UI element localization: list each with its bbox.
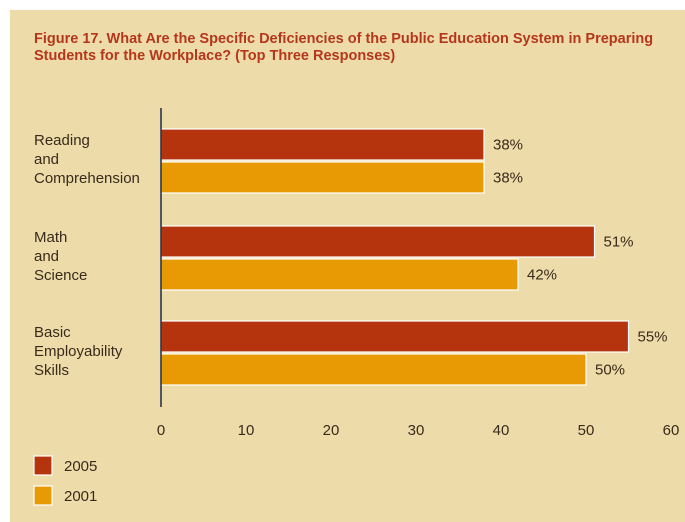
bar-2005-2 xyxy=(160,225,596,258)
data-label: 38% xyxy=(493,170,523,187)
x-tick-label: 10 xyxy=(238,422,255,439)
data-label: 38% xyxy=(493,137,523,154)
bar-2005-1 xyxy=(160,128,485,161)
bar-2005-3 xyxy=(160,320,630,353)
legend-swatch xyxy=(33,455,53,476)
data-label: 50% xyxy=(595,362,625,379)
x-tick-label: 20 xyxy=(323,422,340,439)
category-label: and xyxy=(34,248,59,265)
category-label: Math xyxy=(34,229,67,246)
category-label: Basic xyxy=(34,324,71,341)
category-label: and xyxy=(34,151,59,168)
category-label: Comprehension xyxy=(34,170,140,187)
category-label: Science xyxy=(34,267,87,284)
legend: 2005 2001 xyxy=(33,455,97,506)
bar-2001-1 xyxy=(160,161,485,194)
data-label: 51% xyxy=(604,234,634,251)
category-label: Employability xyxy=(34,343,123,360)
legend-label: 2005 xyxy=(64,458,97,475)
x-tick-label: 60 xyxy=(663,422,680,439)
category-label: Skills xyxy=(34,362,69,379)
chart-title: Figure 17. What Are the Specific Deficie… xyxy=(34,31,654,64)
chart-figure: Figure 17. What Are the Specific Deficie… xyxy=(10,10,685,522)
x-tick-label: 40 xyxy=(493,422,510,439)
category-label: Reading xyxy=(34,132,90,149)
legend-swatch xyxy=(33,485,53,506)
x-tick-label: 30 xyxy=(408,422,425,439)
data-label: 55% xyxy=(638,329,668,346)
bars-layer: 38% 38% 51% 42% 55% 50% xyxy=(160,128,668,386)
x-tick-label: 50 xyxy=(578,422,595,439)
axis-layer: Reading and Comprehension Math and Science Bas… xyxy=(34,108,679,439)
legend-label: 2001 xyxy=(64,488,97,505)
bar-2001-2 xyxy=(160,258,519,291)
bar-2001-3 xyxy=(160,353,587,386)
data-label: 42% xyxy=(527,267,557,284)
x-tick-label: 0 xyxy=(157,422,165,439)
chart-plot: 38% 38% 51% 42% 55% 50% Reading and Comprehensi… xyxy=(33,108,679,506)
